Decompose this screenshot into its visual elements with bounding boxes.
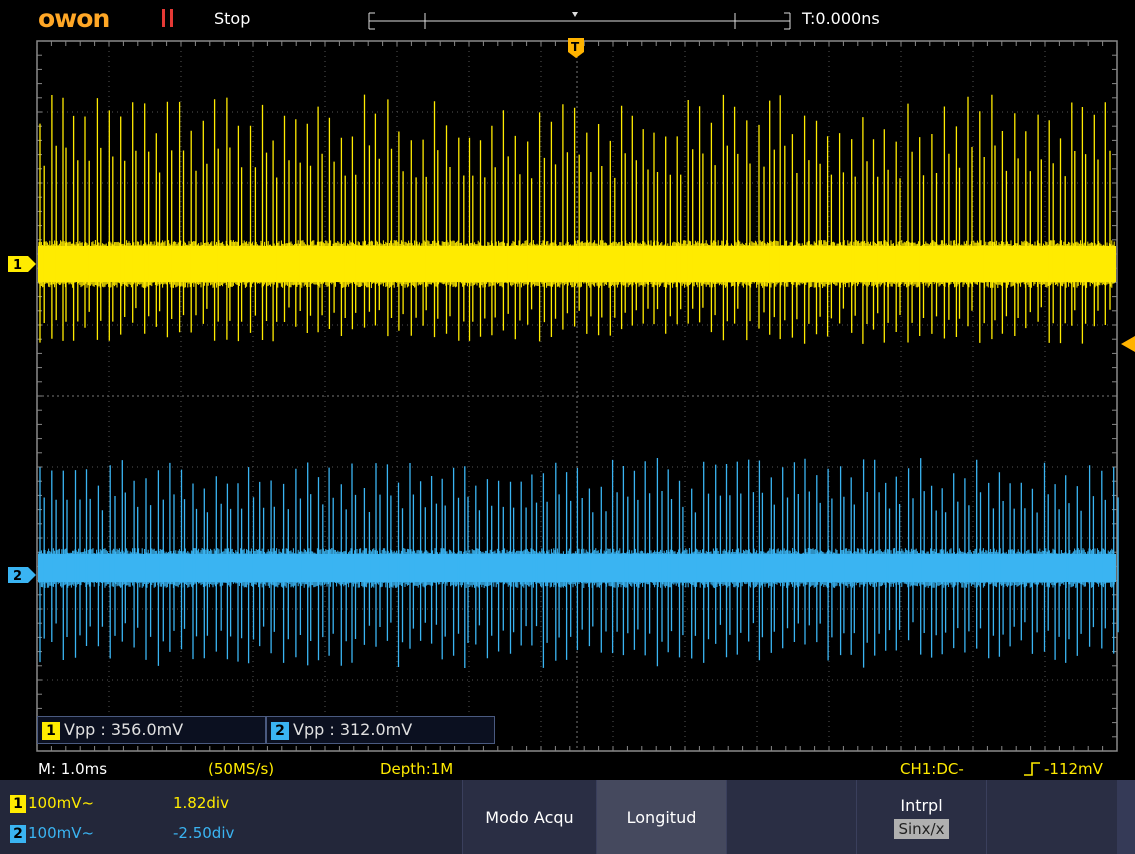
ch1-info[interactable]: 1 100mV~ 1.82div [10,792,229,814]
ch1-info-badge: 1 [10,794,26,813]
ch2-offset-marker[interactable]: 2 [8,567,36,584]
ch1-waveform-spikes [39,94,1111,344]
trigger-source: CH1:DC- [900,760,964,778]
ch2-waveform-noise [38,548,1115,588]
timebase: M: 1.0ms [38,760,108,778]
memory-position-bar [368,12,791,30]
trigger-level-marker [1121,336,1135,352]
ch2-waveform-spikes [39,458,1119,668]
svg-text:2: 2 [13,569,22,584]
ch2-badge: 2 [271,721,289,740]
softkey-interp[interactable]: Intrpl Sinx/x [856,780,986,854]
softkey-acq-mode-label: Modo Acqu [485,807,574,827]
top-bar: owon Stop T:0.000ns [0,0,1135,36]
measurement-ch2-value: Vpp : 312.0mV [293,720,413,739]
ch1-offset-marker[interactable]: 1 [8,256,36,273]
waveform-canvas: 1 2 T [8,38,1135,752]
svg-text:T: T [571,40,580,54]
measurement-ch1-value: Vpp : 356.0mV [64,720,184,739]
softkey-empty-3[interactable] [726,780,856,854]
status-bar: M: 1.0ms (50MS/s) Depth:1M CH1:DC- -112m… [0,758,1135,780]
memory-depth: Depth:1M [380,760,454,778]
ch2-info-badge: 2 [10,824,26,843]
brand-logo: owon [38,4,110,33]
softkey-length-label: Longitud [626,807,697,827]
softkey-length[interactable]: Longitud [596,780,726,854]
ch2-offset: -2.50div [173,824,235,842]
ch1-badge: 1 [42,721,60,740]
softkey-scrollbar[interactable] [1117,780,1135,854]
softkey-bar: 1 100mV~ 1.82div 2 100mV~ -2.50div Modo Ac… [0,780,1135,854]
trigger-position-marker[interactable]: T [568,38,584,58]
ch1-offset: 1.82div [173,794,229,812]
svg-text:1: 1 [13,258,22,273]
trigger-level: -112mV [1044,760,1103,778]
measurement-ch2: 2 Vpp : 312.0mV [266,716,495,744]
channel-info: 1 100mV~ 1.82div 2 100mV~ -2.50div [0,780,462,854]
ch2-info[interactable]: 2 100mV~ -2.50div [10,822,234,844]
softkey-empty-5[interactable] [986,780,1117,854]
trigger-time: T:0.000ns [802,9,880,28]
softkey-acq-mode[interactable]: Modo Acqu [462,780,596,854]
waveform-display[interactable]: 1 2 T [0,36,1135,758]
run-state[interactable]: Stop [214,9,251,28]
sample-rate: (50MS/s) [208,760,275,778]
softkey-interp-label: Intrpl [900,795,943,815]
rising-edge-icon [1024,762,1040,776]
ch2-scale: 100mV~ [28,824,95,842]
pause-icon [162,9,174,27]
ch1-scale: 100mV~ [28,794,95,812]
softkey-interp-value: Sinx/x [894,818,949,839]
measurement-ch1: 1 Vpp : 356.0mV [37,716,266,744]
ch1-waveform-noise [38,240,1115,288]
